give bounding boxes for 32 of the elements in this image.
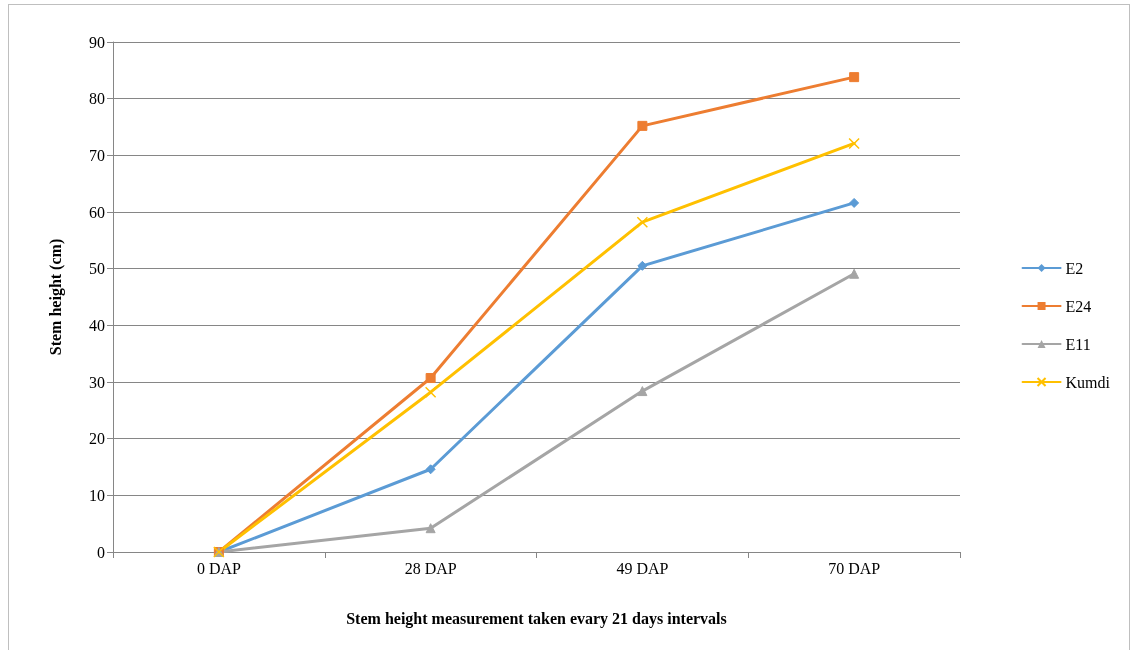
y-axis-title: Stem height (cm) [46,238,65,356]
point [637,120,648,131]
point [425,464,436,475]
legend-label: E2 [1065,259,1084,277]
point [637,260,648,271]
x-tick-label: 28 DAP [404,559,457,577]
y-tick-label: 20 [89,430,105,448]
legend-label: Kumdi [1065,373,1111,391]
point [849,197,860,208]
y-tick-label: 50 [89,260,105,278]
y-tick-label: 10 [89,486,105,504]
point [424,386,437,398]
y-tick-label: 60 [89,203,105,221]
y-tick-label: 70 [89,146,105,164]
x-axis-title: Stem height measurement taken evary 21 days intervals [346,609,727,628]
point [637,386,648,397]
point [425,523,436,534]
point [849,268,860,279]
y-tick-label: 40 [89,316,105,334]
y-tick-label: 80 [89,90,105,108]
x-tick-label: 70 DAP [828,559,881,577]
point [636,216,649,228]
point [849,72,860,83]
legend-label: E11 [1065,335,1091,353]
x-tick-label: 49 DAP [616,559,669,577]
y-tick-label: 90 [89,33,105,51]
x-tick-label: 0 DAP [196,559,241,577]
point [848,137,860,150]
point [425,373,436,384]
legend-label: E24 [1065,297,1092,315]
y-tick-label: 0 [97,543,105,561]
y-tick-label: 30 [89,373,105,391]
